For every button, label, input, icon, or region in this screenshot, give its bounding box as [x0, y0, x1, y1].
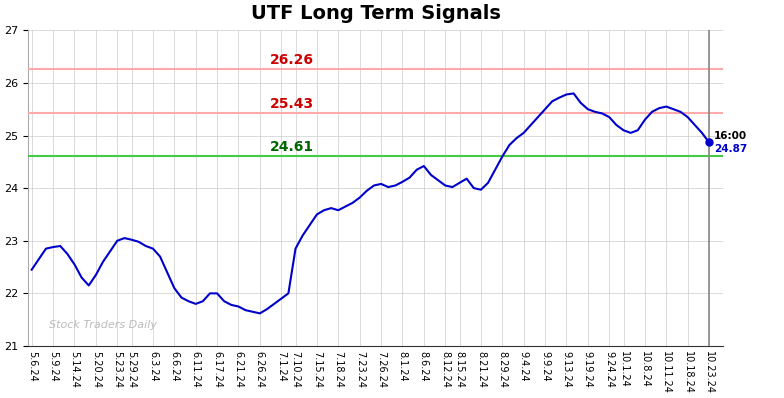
Text: 24.61: 24.61	[270, 140, 314, 154]
Text: 26.26: 26.26	[270, 53, 314, 67]
Text: Stock Traders Daily: Stock Traders Daily	[49, 320, 157, 330]
Text: 25.43: 25.43	[270, 97, 314, 111]
Title: UTF Long Term Signals: UTF Long Term Signals	[251, 4, 501, 23]
Point	[702, 139, 715, 146]
Text: 16:00: 16:00	[714, 131, 747, 140]
Text: 24.87: 24.87	[714, 144, 747, 154]
